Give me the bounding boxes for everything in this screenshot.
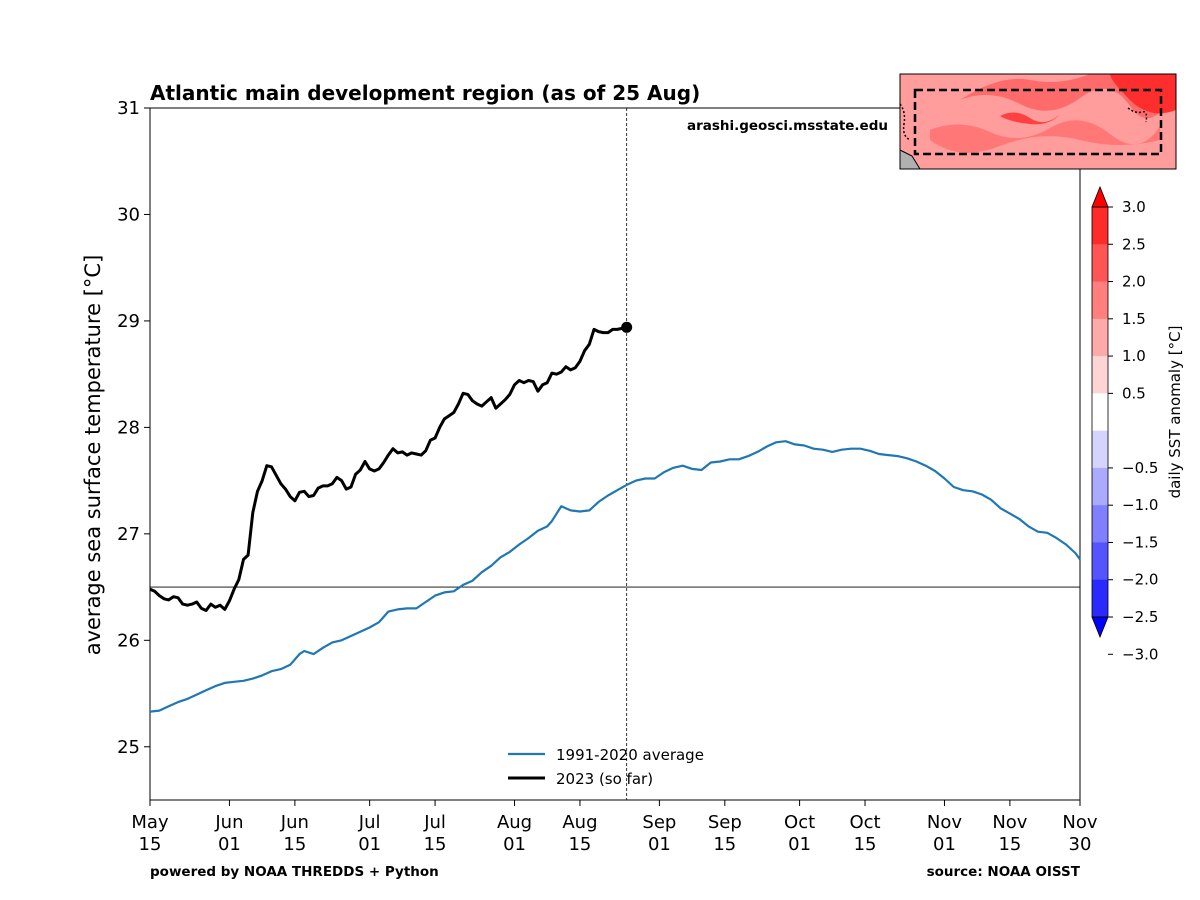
x-tick-label-day: 15 bbox=[283, 834, 306, 855]
inset-map bbox=[899, 73, 1177, 170]
axes-frame bbox=[149, 107, 1081, 801]
inset-map-frame bbox=[899, 73, 1177, 170]
x-tick-label-month: May bbox=[131, 812, 169, 833]
x-tick-label-day: 15 bbox=[568, 834, 591, 855]
x-tick-label-month: Nov bbox=[1062, 812, 1097, 833]
inset-map-region-box bbox=[913, 88, 1163, 156]
legend-label-average: 1991-2020 average bbox=[556, 746, 704, 764]
x-tick-label-day: 01 bbox=[648, 834, 671, 855]
colorbar: 3.0 2.5 2.0 1.5 1.0 0.5 −0.5 −1.0 −1.5 −2.0 −2.5 −3… bbox=[1091, 185, 1158, 663]
x-tick-label-month: Oct bbox=[784, 812, 815, 833]
colorbar-frame bbox=[1091, 206, 1109, 618]
chart-title: Atlantic main development region (as of … bbox=[150, 81, 700, 105]
colorbar-segment bbox=[1092, 318, 1108, 357]
x-tick-label-month: Sep bbox=[708, 812, 742, 833]
colorbar-tick-label: 2.0 bbox=[1122, 273, 1146, 291]
colorbar-tick-label: 3.0 bbox=[1122, 198, 1146, 216]
series-line-2023 bbox=[149, 325, 628, 612]
y-tick-label: 28 bbox=[117, 417, 140, 438]
colorbar-segment bbox=[1092, 542, 1108, 581]
colorbar-tick-label: 2.5 bbox=[1122, 235, 1146, 253]
x-tick-label-month: Aug bbox=[497, 812, 532, 833]
inset-map-coastline-east bbox=[1127, 107, 1148, 123]
y-tick-label: 30 bbox=[117, 204, 140, 225]
credit-left: powered by NOAA THREDDS + Python bbox=[150, 864, 439, 880]
colorbar-segment bbox=[1092, 467, 1108, 506]
colorbar-segment bbox=[1092, 356, 1108, 394]
y-axis-ticks: 25 26 27 28 29 30 31 bbox=[117, 98, 150, 758]
x-tick-label-day: 01 bbox=[358, 834, 381, 855]
x-tick-label-month: Jul bbox=[423, 812, 446, 833]
x-tick-label-day: 01 bbox=[503, 834, 526, 855]
x-tick-label-month: Sep bbox=[642, 812, 676, 833]
x-tick-label-day: 01 bbox=[218, 834, 241, 855]
x-tick-label-month: Jun bbox=[214, 812, 243, 833]
legend: 1991-2020 average 2023 (so far) bbox=[508, 746, 704, 788]
x-tick-label-day: 01 bbox=[933, 834, 956, 855]
colorbar-segment bbox=[1092, 579, 1108, 618]
colorbar-extend-bottom bbox=[1091, 616, 1109, 639]
x-tick-label-day: 30 bbox=[1069, 834, 1092, 855]
y-tick-label: 25 bbox=[117, 737, 140, 758]
colorbar-segment bbox=[1092, 505, 1108, 543]
colorbar-tick-label: −2.0 bbox=[1122, 571, 1158, 589]
inset-map-coastline-west bbox=[899, 103, 911, 141]
x-tick-label-month: Jun bbox=[280, 812, 309, 833]
y-tick-label: 27 bbox=[117, 524, 140, 545]
colorbar-segment bbox=[1092, 244, 1108, 283]
x-tick-label-month: Nov bbox=[927, 812, 962, 833]
colorbar-tick-label: −3.0 bbox=[1122, 645, 1158, 663]
colorbar-tick-label: −2.5 bbox=[1122, 608, 1158, 626]
colorbar-tick-label: −1.5 bbox=[1122, 533, 1158, 551]
inset-map-hot-patch bbox=[1110, 74, 1176, 114]
x-tick-label-month: Oct bbox=[849, 812, 880, 833]
colorbar-tick-label: −1.0 bbox=[1122, 496, 1158, 514]
x-tick-label-month: Nov bbox=[992, 812, 1027, 833]
colorbar-segment bbox=[1092, 393, 1108, 432]
x-tick-label-day: 15 bbox=[424, 834, 447, 855]
inset-map-warm-band bbox=[930, 120, 1160, 153]
colorbar-tick-label: 1.0 bbox=[1122, 347, 1146, 365]
credit-right: source: NOAA OISST bbox=[927, 864, 1081, 880]
colorbar-extend-top bbox=[1091, 185, 1109, 208]
x-tick-label-day: 15 bbox=[713, 834, 736, 855]
colorbar-tick-label: −0.5 bbox=[1122, 459, 1158, 477]
colorbar-segment bbox=[1092, 281, 1108, 320]
inset-map-hot-spot bbox=[1000, 112, 1060, 125]
x-tick-label-day: 01 bbox=[788, 834, 811, 855]
x-tick-label-month: Aug bbox=[562, 812, 597, 833]
current-value-marker bbox=[621, 321, 633, 333]
x-tick-label-day: 15 bbox=[139, 834, 162, 855]
colorbar-label: daily SST anomaly [°C] bbox=[1166, 326, 1184, 499]
colorbar-tick-label: 0.5 bbox=[1122, 384, 1146, 402]
x-tick-label-month: Jul bbox=[358, 812, 381, 833]
colorbar-segment bbox=[1092, 207, 1108, 245]
series-line-average bbox=[149, 440, 1081, 713]
x-tick-label-day: 15 bbox=[854, 834, 877, 855]
plot-area bbox=[149, 107, 1081, 801]
y-tick-label: 29 bbox=[117, 311, 140, 332]
y-axis-label: average sea surface temperature [°C] bbox=[81, 255, 105, 656]
colorbar-segment bbox=[1092, 430, 1108, 469]
x-tick-label-day: 15 bbox=[998, 834, 1021, 855]
y-tick-label: 26 bbox=[117, 630, 140, 651]
colorbar-tick-label: 1.5 bbox=[1122, 310, 1146, 328]
x-axis-ticks: May15Jun01Jun15Jul01Jul15Aug01Aug15Sep01… bbox=[131, 800, 1098, 855]
y-tick-label: 31 bbox=[117, 98, 140, 119]
legend-label-2023: 2023 (so far) bbox=[556, 770, 653, 788]
watermark-text: arashi.geosci.msstate.edu bbox=[687, 118, 888, 134]
